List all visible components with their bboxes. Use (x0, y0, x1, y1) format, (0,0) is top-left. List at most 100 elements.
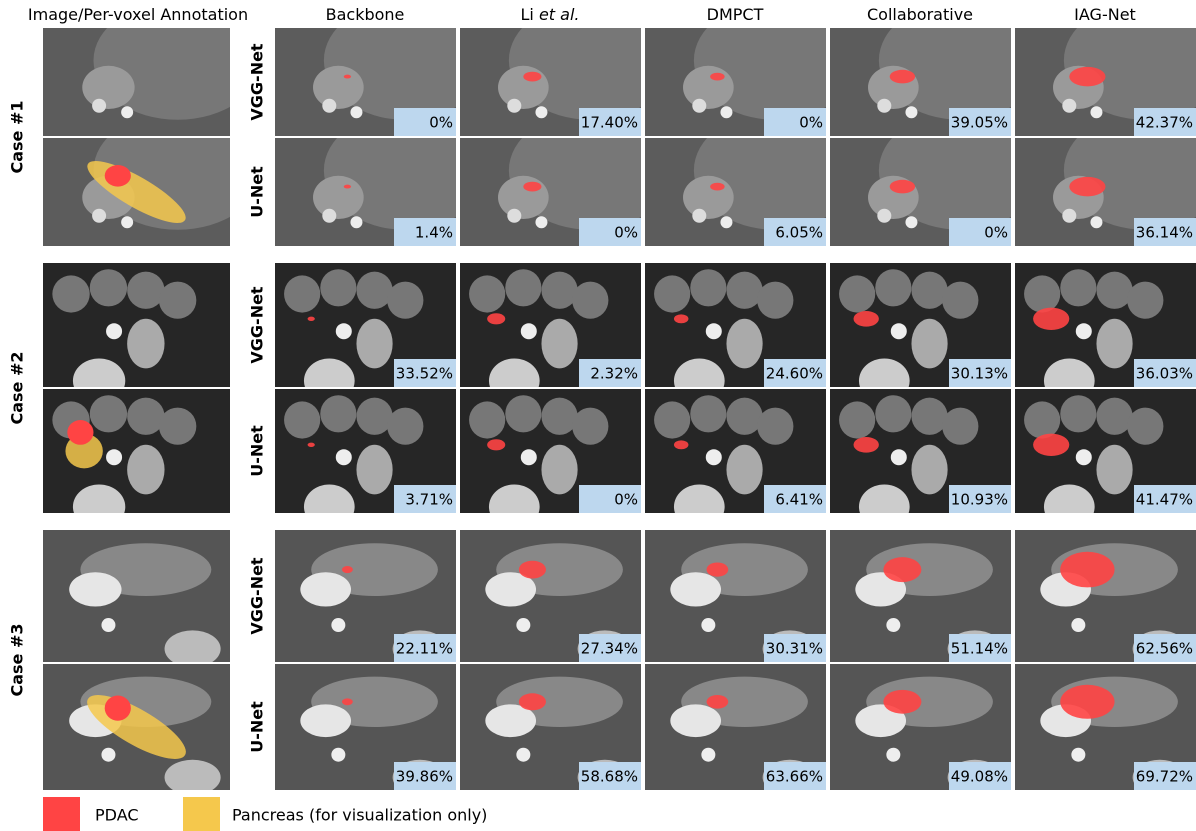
score-box (1134, 485, 1196, 513)
bowel (690, 395, 727, 433)
kidney (911, 444, 948, 495)
bowel (572, 407, 609, 445)
vessel (101, 747, 116, 762)
row-label: VGG-Net (248, 557, 267, 635)
organ (313, 175, 364, 219)
kidney (726, 318, 763, 369)
score-label: 69.72% (1136, 768, 1193, 786)
score-label: 62.56% (1136, 640, 1193, 658)
vessel (520, 323, 537, 340)
organ (498, 65, 549, 109)
bowel (541, 397, 578, 435)
spine (858, 358, 910, 387)
score-label: 6.41% (775, 491, 823, 509)
score-box (949, 485, 1011, 513)
vessel (520, 449, 537, 466)
pdac-prediction (710, 72, 725, 81)
kidney (127, 318, 165, 369)
bowel (1096, 397, 1133, 435)
score-box (579, 485, 641, 513)
bowel (505, 269, 542, 307)
spine (673, 484, 725, 513)
column-header-part: Li (521, 5, 539, 24)
pdac-prediction (1060, 551, 1115, 588)
score-box (579, 218, 641, 246)
organ (670, 572, 722, 607)
score-box (394, 485, 456, 513)
score-box (394, 218, 456, 246)
ct-image (645, 263, 826, 387)
bowel (875, 395, 912, 433)
score-box (949, 108, 1011, 136)
vessel (1062, 208, 1077, 223)
pdac-prediction (1033, 307, 1070, 330)
ct-image (43, 138, 230, 246)
score-box (394, 359, 456, 387)
kidney (541, 444, 578, 495)
score-box (949, 634, 1011, 662)
vessel (890, 323, 907, 340)
organ (485, 704, 537, 738)
legend-swatch (43, 797, 80, 831)
score-box (394, 634, 456, 662)
score-box (764, 634, 826, 662)
pdac-prediction (853, 436, 879, 453)
score-label: 0% (799, 114, 823, 132)
vessel (877, 208, 892, 223)
bowel (158, 281, 197, 319)
score-box (394, 108, 456, 136)
legend-label: PDAC (95, 806, 139, 825)
bowel (911, 397, 948, 435)
vessel (1090, 216, 1103, 229)
vessel (92, 208, 107, 223)
vessel (692, 208, 707, 223)
vessel (890, 449, 907, 466)
spine (303, 358, 355, 387)
bowel (839, 401, 876, 439)
bowel (89, 269, 128, 307)
ct-image (830, 138, 1011, 246)
score-box (764, 359, 826, 387)
kidney (726, 444, 763, 495)
ct-image (830, 389, 1011, 513)
column-header-part: IAG-Net (1074, 5, 1136, 24)
bowel (875, 269, 912, 307)
bowel (1127, 407, 1164, 445)
case-label: Case #3 (8, 623, 27, 696)
score-box (394, 762, 456, 790)
pdac-prediction (673, 440, 689, 450)
pdac-prediction (343, 184, 352, 189)
bowel (654, 275, 691, 313)
organ (300, 572, 352, 607)
vessel (106, 323, 123, 340)
score-box (949, 218, 1011, 246)
score-label: 22.11% (396, 640, 453, 658)
organ (485, 572, 537, 607)
score-label: 36.03% (1136, 365, 1193, 383)
pdac-prediction (343, 74, 352, 79)
bowel (387, 281, 424, 319)
spine (1043, 484, 1095, 513)
score-box (764, 218, 826, 246)
ct-image (275, 138, 456, 246)
pdac-prediction (706, 562, 729, 577)
bowel (690, 269, 727, 307)
score-label: 63.66% (766, 768, 823, 786)
pdac-prediction (341, 566, 353, 574)
bowel (757, 407, 794, 445)
column-header-part: Backbone (326, 5, 405, 24)
vessel (1071, 747, 1086, 762)
kidney (911, 318, 948, 369)
column-header: IAG-Net (1074, 5, 1136, 24)
pdac-prediction (853, 310, 879, 327)
score-box (579, 762, 641, 790)
vessel (335, 449, 352, 466)
ct-image (43, 530, 230, 662)
spine (673, 358, 725, 387)
score-box (764, 762, 826, 790)
ct-image (43, 28, 230, 136)
bowel (320, 395, 357, 433)
ct-image (43, 389, 230, 513)
ct-image (43, 664, 230, 790)
bowel (726, 397, 763, 435)
